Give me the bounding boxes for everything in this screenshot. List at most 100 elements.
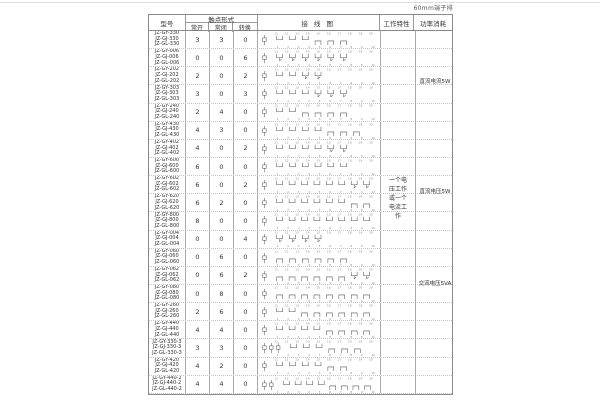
svg-text:6: 6 xyxy=(329,208,331,211)
svg-text:14: 14 xyxy=(305,176,309,180)
svg-text:10: 10 xyxy=(371,226,375,229)
model-name: JZ-GJ-402 xyxy=(155,144,179,151)
svg-text:13: 13 xyxy=(295,176,299,180)
svg-text:12: 12 xyxy=(284,49,288,53)
svg-text:3: 3 xyxy=(297,99,299,102)
svg-text:9: 9 xyxy=(360,353,362,356)
svg-text:14: 14 xyxy=(305,340,309,344)
svg-text:8: 8 xyxy=(350,317,352,320)
svg-text:1: 1 xyxy=(276,45,278,48)
svg-text:9: 9 xyxy=(360,226,362,229)
svg-text:4: 4 xyxy=(308,335,310,338)
svg-text:12: 12 xyxy=(284,249,288,253)
svg-text:17: 17 xyxy=(337,285,341,289)
svg-text:12: 12 xyxy=(284,231,288,235)
svg-text:13: 13 xyxy=(295,31,299,35)
wiring-diagram: 11 12 13 14 15 16 17 18 19 20 1 2 3 4 5 6 7 8 9 10 xyxy=(258,321,381,339)
svg-text:17: 17 xyxy=(337,267,341,271)
table-row: JZ-GY-260 JZ-GJ-260 JZ-GL-260 2 6 0 11 12 13 14 15… xyxy=(149,303,452,322)
svg-text:15: 15 xyxy=(316,303,320,307)
svg-text:4: 4 xyxy=(308,81,310,84)
svg-text:16: 16 xyxy=(326,249,330,253)
svg-text:5: 5 xyxy=(318,299,320,302)
svg-text:6: 6 xyxy=(329,81,331,84)
svg-text:20: 20 xyxy=(368,31,372,35)
svg-text:2: 2 xyxy=(287,262,289,265)
svg-text:19: 19 xyxy=(358,231,362,235)
svg-text:9: 9 xyxy=(360,281,362,284)
header-wiring-diagram: 接 线 图 xyxy=(258,15,380,30)
svg-text:14: 14 xyxy=(305,358,309,362)
count-changeover: 0 xyxy=(234,194,258,212)
svg-text:5: 5 xyxy=(318,81,320,84)
svg-text:6: 6 xyxy=(329,135,331,138)
count-changeover: 0 xyxy=(234,357,258,375)
svg-text:17: 17 xyxy=(337,322,341,326)
svg-text:15: 15 xyxy=(316,140,320,144)
svg-text:11: 11 xyxy=(274,267,278,271)
model-cell: JZ-GY-202 JZ-GJ-202 JZ-GL-202 xyxy=(149,67,186,85)
svg-text:13: 13 xyxy=(295,340,299,344)
svg-text:15: 15 xyxy=(316,122,320,126)
svg-text:4: 4 xyxy=(308,353,310,356)
svg-text:18: 18 xyxy=(347,49,351,53)
svg-text:2: 2 xyxy=(287,281,289,284)
svg-text:16: 16 xyxy=(326,322,330,326)
svg-text:5: 5 xyxy=(318,353,320,356)
svg-text:2: 2 xyxy=(287,244,289,247)
model-cell: JZ-GY-440-2 JZ-GJ-440-2 JZ-GL-440-2 xyxy=(149,375,186,393)
svg-text:3: 3 xyxy=(297,353,299,356)
svg-text:14: 14 xyxy=(305,68,309,72)
svg-text:20: 20 xyxy=(368,49,372,53)
svg-text:3: 3 xyxy=(297,299,299,302)
svg-text:16: 16 xyxy=(326,68,330,72)
model-name: JZ-GJ-004 xyxy=(155,235,179,242)
relay-spec-table: 型号 触点形式 常开 常闭 转换 接 线 图 工作特性 功率消耗 JZ-GY-3… xyxy=(148,14,453,395)
header-changeover: 转换 xyxy=(238,25,251,32)
svg-text:14: 14 xyxy=(305,285,309,289)
svg-text:14: 14 xyxy=(305,303,309,307)
model-name: JZ-GL-430 xyxy=(154,132,180,139)
svg-text:20: 20 xyxy=(368,86,372,90)
svg-text:15: 15 xyxy=(316,285,320,289)
model-name: JZ-GJ-240 xyxy=(155,108,179,115)
svg-text:13: 13 xyxy=(295,86,299,90)
model-name: JZ-GJ-440 xyxy=(155,326,179,333)
table-row: JZ-GY-440 JZ-GJ-440 JZ-GL-440 4 4 0 11 12 13 14 15… xyxy=(149,321,452,340)
svg-text:2: 2 xyxy=(287,63,289,66)
wiring-diagram: 11 12 13 14 15 16 17 18 19 20 1 2 3 4 5 6 7 8 9 10 xyxy=(258,85,381,103)
svg-text:17: 17 xyxy=(337,376,341,380)
count-changeover: 3 xyxy=(234,85,258,103)
count-changeover: 0 xyxy=(234,103,258,121)
count-changeover: 0 xyxy=(234,121,258,139)
svg-text:14: 14 xyxy=(305,267,309,271)
svg-text:3: 3 xyxy=(297,172,299,175)
svg-text:2: 2 xyxy=(287,45,289,48)
power-note-ac-voltage: 交流电压5VA xyxy=(418,281,452,287)
svg-text:2: 2 xyxy=(287,353,289,356)
model-cell: JZ-GY-420 JZ-GJ-420 JZ-GL-420 xyxy=(149,357,186,375)
count-changeover: 0 xyxy=(234,321,258,339)
model-name: JZ-GJ-420 xyxy=(155,362,179,369)
svg-text:3: 3 xyxy=(297,244,299,247)
header-normally-open: 常开 xyxy=(186,23,210,32)
svg-text:8: 8 xyxy=(350,99,352,102)
svg-text:9: 9 xyxy=(360,135,362,138)
svg-text:2: 2 xyxy=(287,389,289,392)
svg-text:7: 7 xyxy=(339,63,341,66)
svg-text:10: 10 xyxy=(371,45,375,48)
svg-text:9: 9 xyxy=(360,99,362,102)
svg-text:4: 4 xyxy=(308,299,310,302)
svg-text:16: 16 xyxy=(326,213,330,217)
svg-text:16: 16 xyxy=(326,267,330,271)
svg-text:5: 5 xyxy=(318,99,320,102)
count-normally-open: 0 xyxy=(186,230,210,248)
model-name: JZ-GY-440-2 xyxy=(152,375,182,381)
svg-text:13: 13 xyxy=(295,122,299,126)
svg-text:6: 6 xyxy=(329,172,331,175)
svg-text:9: 9 xyxy=(360,190,362,193)
model-name: JZ-GJ-202 xyxy=(155,72,179,79)
count-normally-closed: 4 xyxy=(210,321,234,339)
svg-text:13: 13 xyxy=(295,267,299,271)
svg-text:20: 20 xyxy=(368,340,372,344)
